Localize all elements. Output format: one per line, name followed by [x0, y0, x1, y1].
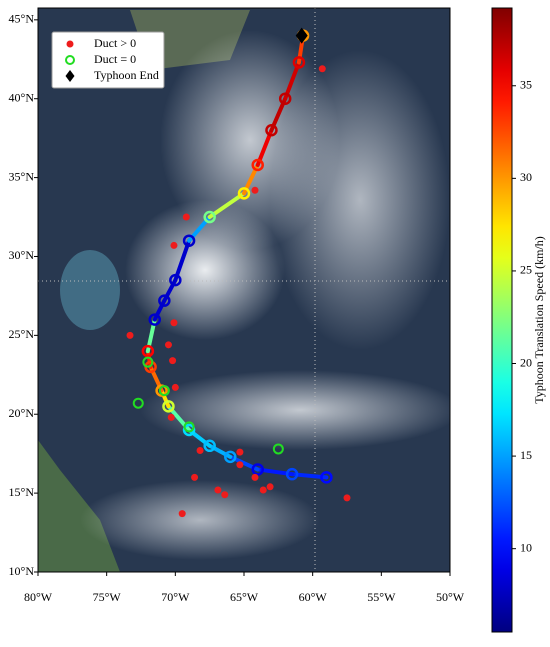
y-tick-label: 10°N [9, 564, 35, 578]
x-tick-label: 50°W [436, 590, 465, 604]
track-point [158, 294, 171, 307]
duct-positive-point [196, 447, 204, 455]
duct-positive-point [236, 461, 244, 469]
track-point [278, 92, 292, 105]
track-point [265, 124, 278, 137]
colorbar [491, 7, 513, 633]
duct-positive-point [343, 494, 351, 502]
colorbar-tick-label: 10 [520, 540, 532, 554]
track-segment [207, 191, 246, 220]
duct-zero-point [272, 443, 284, 455]
y-tick-label: 35°N [9, 169, 35, 183]
duct-positive-point [236, 448, 244, 456]
duct-positive-point [169, 357, 177, 365]
typhoon-end-point [295, 27, 308, 44]
colorbar-tick-label: 15 [520, 448, 532, 462]
track-point [182, 423, 196, 437]
duct-positive-point [167, 413, 175, 421]
legend: Duct > 0 Duct = 0 Typhoon End [51, 31, 165, 89]
duct-positive-point [221, 491, 229, 499]
track-point [237, 187, 251, 200]
duct-positive-point [251, 186, 259, 194]
duct-positive-point [259, 486, 267, 494]
duct-zero-point [183, 421, 195, 433]
duct-positive-point [126, 331, 134, 339]
y-tick-label: 45°N [9, 12, 35, 26]
colorbar-tick-label: 25 [520, 263, 532, 277]
track-point [148, 313, 161, 326]
y-tick-label: 20°N [9, 406, 35, 420]
legend-label: Typhoon End [94, 68, 159, 82]
legend-label: Duct > 0 [94, 36, 136, 50]
duct-positive-point [170, 319, 178, 327]
colorbar-label: Typhoon Translation Speed (km/h) [532, 236, 546, 404]
x-tick-label: 65°W [230, 590, 259, 604]
track-point [292, 56, 306, 69]
duct-zero-point [142, 356, 154, 368]
y-tick-label: 15°N [9, 485, 35, 499]
colorbar-tick-label: 35 [520, 78, 532, 92]
track-point [169, 273, 182, 287]
x-tick-label: 60°W [299, 590, 328, 604]
legend-marker [66, 40, 74, 48]
duct-positive-point [171, 383, 179, 391]
track-point [162, 400, 175, 413]
duct-positive-point [318, 65, 326, 73]
track-point [203, 210, 216, 224]
duct-positive-point [182, 213, 190, 221]
duct-positive-point [178, 510, 186, 518]
track-point [155, 384, 168, 397]
track-point [251, 463, 264, 476]
colorbar-tick-label: 20 [520, 355, 532, 369]
track-point [203, 439, 216, 453]
colorbar-tick-label: 30 [520, 170, 532, 184]
track-point [224, 450, 237, 464]
track-segment [207, 443, 233, 459]
duct-positive-point [251, 473, 259, 481]
track-point [182, 234, 196, 247]
track-point [320, 471, 333, 484]
track-segment [162, 278, 178, 303]
duct-positive-point [191, 473, 199, 481]
legend-marker [65, 55, 75, 65]
duct-zero-point [132, 397, 144, 409]
track-segment [283, 60, 301, 101]
duct-positive-point [170, 241, 178, 249]
duct-zero-point [158, 385, 170, 397]
x-tick-label: 55°W [367, 590, 396, 604]
legend-marker [65, 70, 75, 82]
duct-positive-point [164, 341, 172, 349]
y-tick-label: 25°N [9, 327, 35, 341]
track-segment [145, 349, 153, 369]
x-tick-label: 70°W [161, 590, 190, 604]
track-segment [173, 238, 192, 283]
track-point [141, 344, 155, 358]
x-tick-label: 75°W [93, 590, 122, 604]
duct-positive-point [266, 483, 274, 491]
y-tick-label: 30°N [9, 248, 35, 262]
y-tick-label: 40°N [9, 90, 35, 104]
track-segment [159, 388, 171, 409]
legend-label: Duct = 0 [94, 52, 136, 66]
track-point [285, 467, 299, 481]
duct-positive-point [214, 486, 222, 494]
track-segment [152, 298, 167, 322]
track-point [251, 158, 264, 172]
satellite-background [38, 8, 460, 572]
x-tick-label: 80°W [24, 590, 53, 604]
